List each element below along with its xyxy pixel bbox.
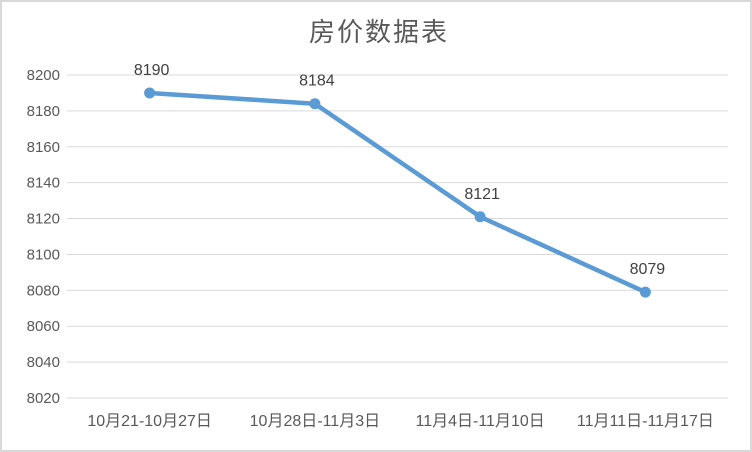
y-tick-label: 8140 xyxy=(27,175,60,192)
data-label: 8079 xyxy=(630,261,666,278)
data-point-marker xyxy=(144,87,156,99)
data-label: 8121 xyxy=(464,186,500,203)
data-labels-group: 8190 8184 8121 8079 xyxy=(134,62,665,278)
x-axis-category-labels: 10月21-10月27日 10月28日-11月3日 11月4日-11月10日 11月1… xyxy=(87,413,714,430)
y-axis-tick-labels: 8020 8040 8060 8080 8100 8120 8140 8160 8180 8200 xyxy=(27,67,60,407)
series-group xyxy=(144,87,651,298)
x-axis-label: 11月11日-11月17日 xyxy=(577,413,714,430)
y-tick-label: 8040 xyxy=(27,354,60,371)
data-point-marker xyxy=(639,286,651,298)
data-label: 8184 xyxy=(299,73,335,90)
chart-title: 房价数据表 xyxy=(309,17,449,47)
y-tick-label: 8120 xyxy=(27,211,60,228)
y-tick-label: 8020 xyxy=(27,390,60,407)
y-tick-label: 8200 xyxy=(27,67,60,84)
y-tick-label: 8080 xyxy=(27,282,60,299)
y-tick-label: 8160 xyxy=(27,139,60,156)
y-tick-label: 8100 xyxy=(27,246,60,263)
data-point-marker xyxy=(474,211,486,223)
x-axis-label: 10月21-10月27日 xyxy=(87,413,212,430)
y-tick-label: 8180 xyxy=(27,103,60,120)
x-axis-label: 10月28日-11月3日 xyxy=(250,413,380,430)
gridlines-group xyxy=(67,74,728,399)
series-line xyxy=(147,90,648,295)
data-label: 8190 xyxy=(134,62,170,79)
data-point-marker xyxy=(309,98,321,110)
y-tick-label: 8060 xyxy=(27,318,60,335)
x-axis-label: 11月4日-11月10日 xyxy=(416,413,545,430)
